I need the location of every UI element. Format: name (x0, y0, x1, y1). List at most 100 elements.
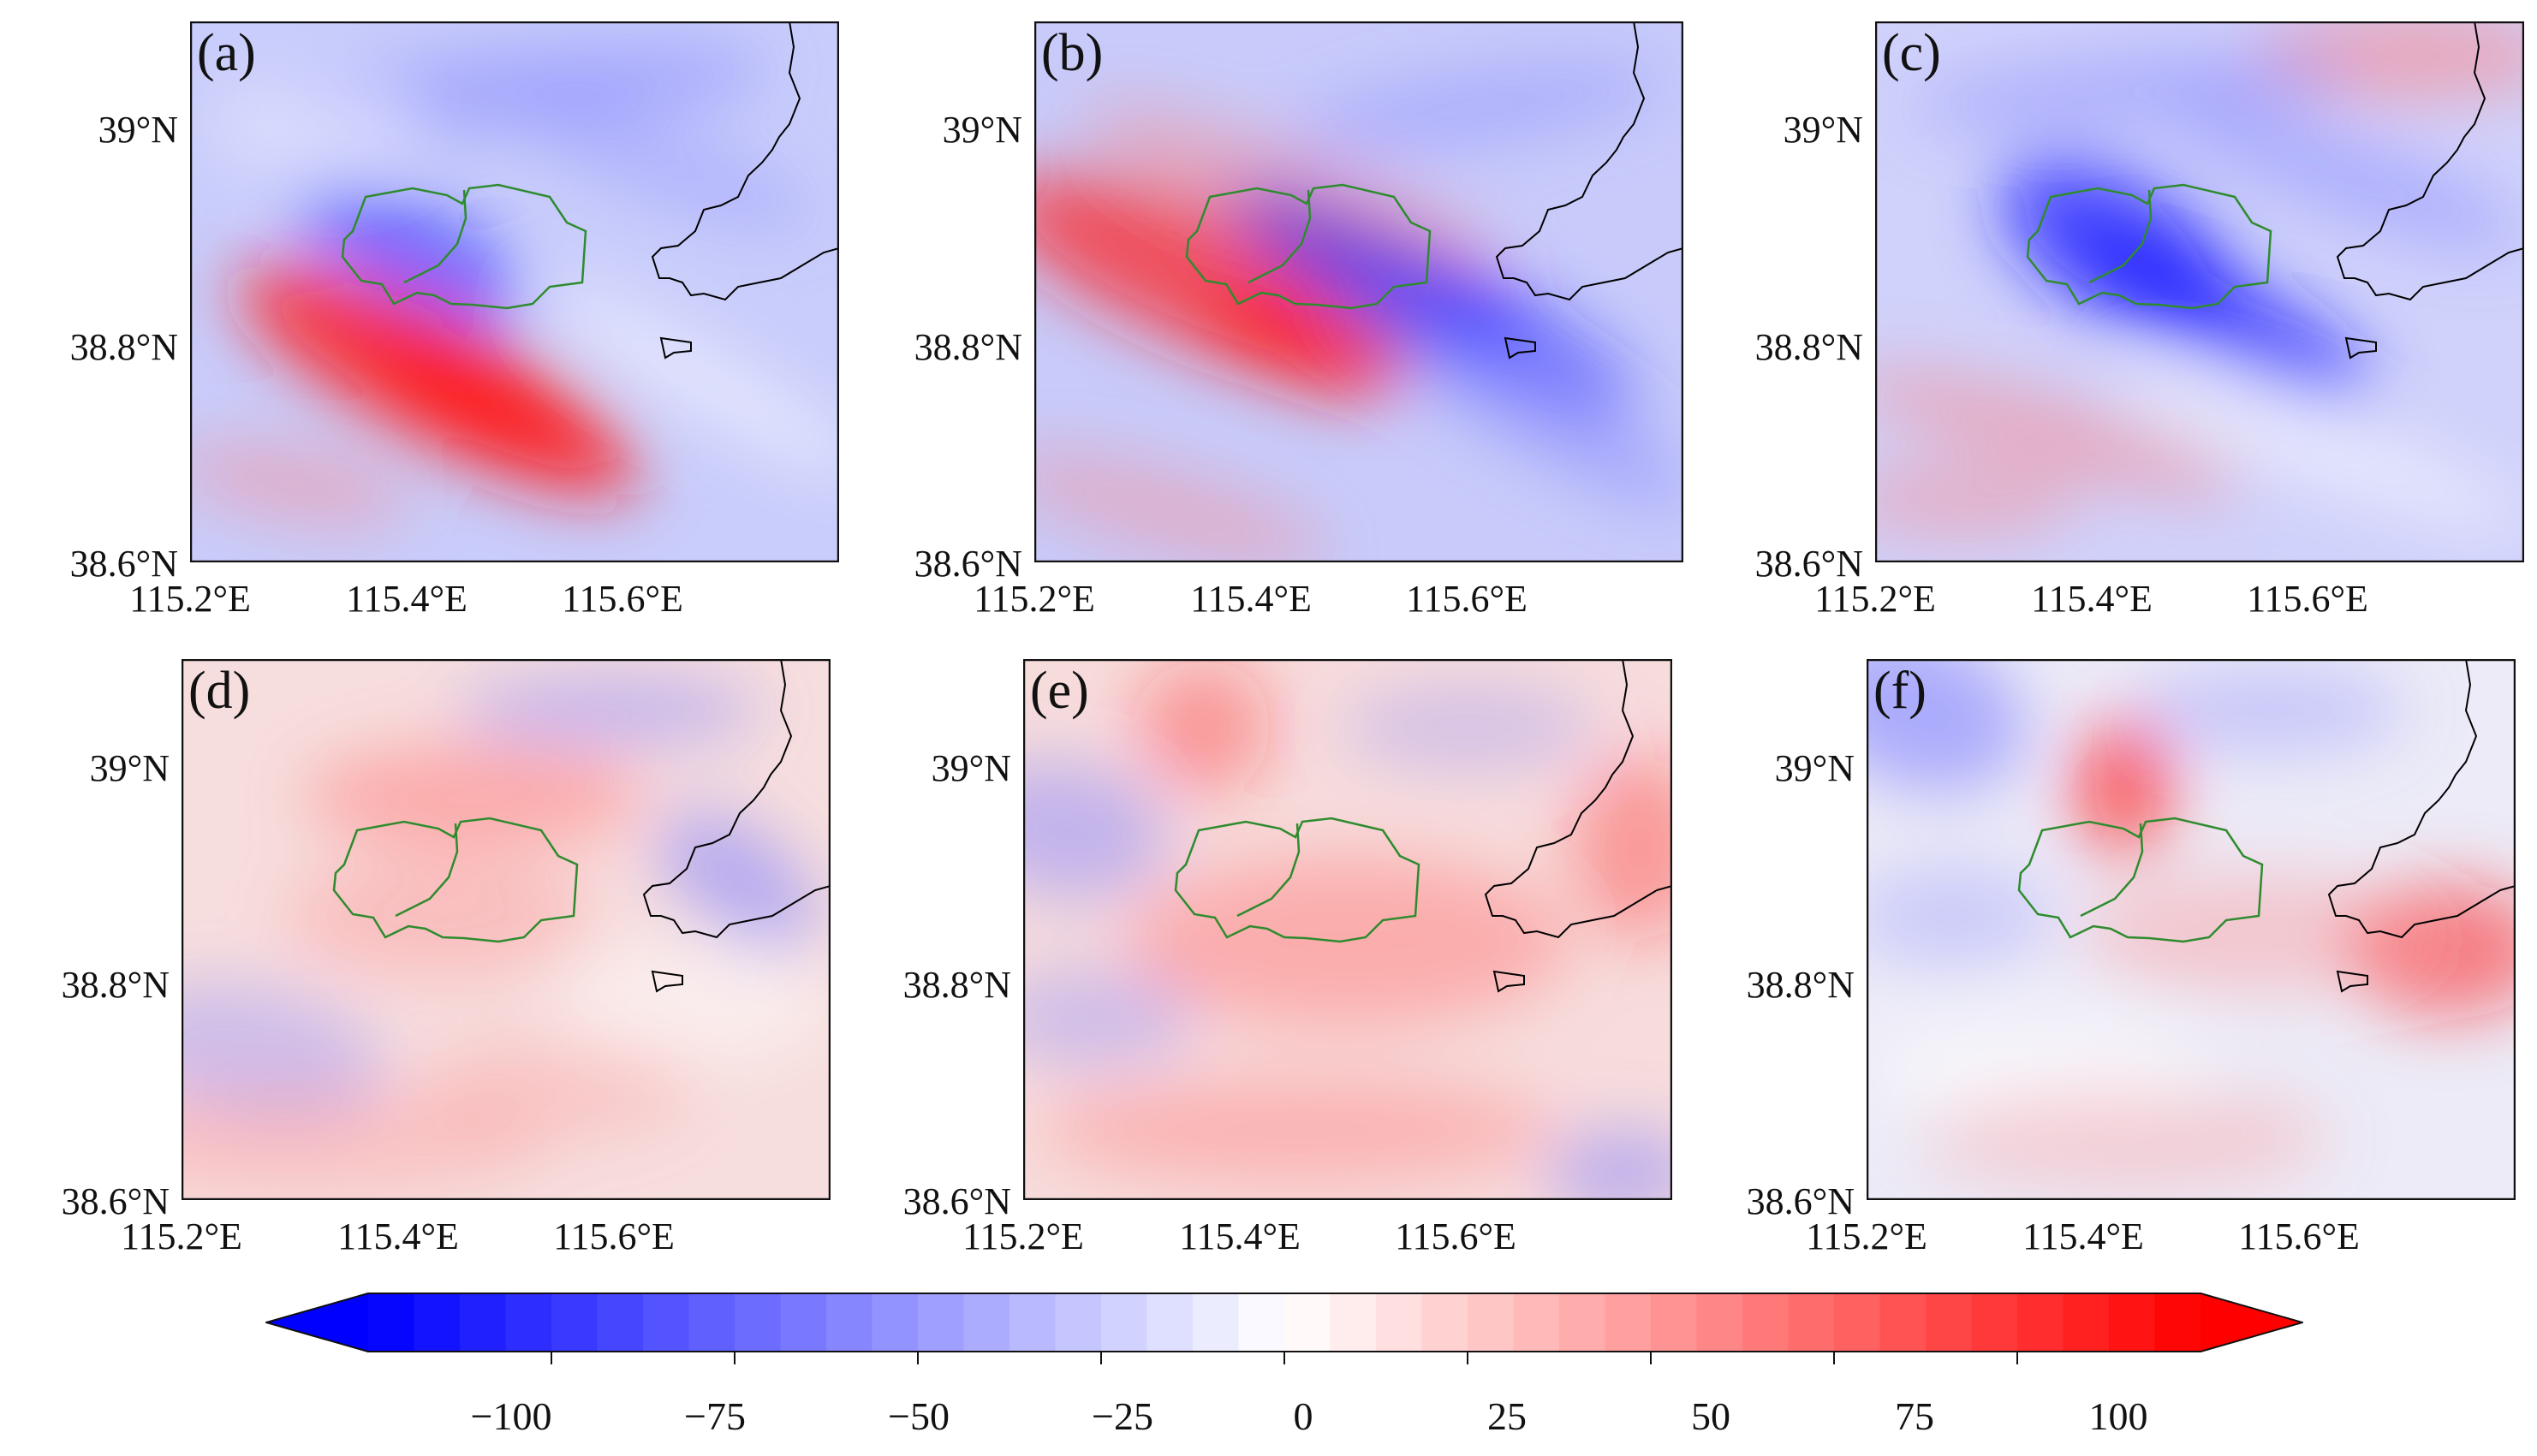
panel-f: (f) (1867, 659, 2516, 1200)
x-tick-label: 115.4°E (2022, 1215, 2144, 1257)
colorbar-step (2063, 1293, 2110, 1352)
colorbar-step (1513, 1293, 1560, 1352)
colorbar-tick-label: 100 (2088, 1394, 2148, 1438)
colorbar-step (1330, 1293, 1377, 1352)
y-tick-label: 39°N (1774, 747, 1855, 789)
map-frame (182, 659, 831, 1200)
anomaly-field (1034, 63, 1683, 562)
colorbar-step (1146, 1293, 1194, 1352)
district-boundary (1174, 817, 1420, 943)
anomaly-patch (216, 81, 421, 167)
panel-label: (f) (1873, 662, 1927, 720)
anomaly-patch (1875, 467, 2081, 535)
anomaly-patch (2064, 225, 2372, 400)
x-tick-label: 115.6°E (553, 1215, 675, 1257)
anomaly-patch (558, 942, 831, 1061)
anomaly-patch (1081, 106, 1501, 279)
x-tick-label: 115.4°E (346, 578, 467, 620)
colorbar-step (460, 1293, 507, 1352)
district-boundary (1185, 183, 1432, 310)
colorbar-step (1971, 1293, 2018, 1352)
anomaly-field (1023, 659, 1672, 1200)
y-tick-label: 39°N (942, 109, 1022, 151)
y-tick-label: 38.6°N (1754, 543, 1863, 585)
colorbar-step (872, 1293, 919, 1352)
x-tick-label: 115.2°E (129, 578, 251, 620)
province-border (2336, 21, 2524, 301)
colorbar-step (1651, 1293, 1698, 1352)
lake-outline (659, 336, 692, 360)
colorbar-step (780, 1293, 827, 1352)
anomaly-field (182, 676, 831, 1190)
anomaly-patch (1040, 1079, 1554, 1181)
colorbar-min-extend (265, 1293, 368, 1352)
colorbar-step (1055, 1293, 1102, 1352)
panel-label: (d) (188, 662, 251, 720)
colorbar-step (735, 1293, 782, 1352)
anomaly-patch (1545, 1130, 1672, 1200)
district-boundary (2026, 183, 2272, 310)
anomaly-patch (1875, 369, 2246, 496)
colorbar-tick-label: −50 (888, 1394, 950, 1438)
y-tick-label: 39°N (931, 747, 1011, 789)
lake-outline (651, 970, 683, 993)
colorbar-step (1788, 1293, 1835, 1352)
anomaly-field (190, 45, 839, 524)
panel-e: (e) (1023, 659, 1672, 1200)
colorbar-tick-mark (734, 1352, 735, 1364)
colorbar-step (1009, 1293, 1057, 1352)
district-divider (1236, 823, 1301, 918)
colorbar-step (1926, 1293, 1973, 1352)
panel-c: (c) (1875, 21, 2524, 562)
y-tick-label: 38.6°N (914, 543, 1022, 585)
anomaly-patch (2081, 873, 2423, 993)
colorbar-step (1193, 1293, 1240, 1352)
map-frame (1867, 659, 2516, 1200)
map-frame (1023, 659, 1672, 1200)
x-tick-label: 115.6°E (562, 578, 683, 620)
y-tick-label: 38.8°N (61, 964, 170, 1006)
colorbar-tick-label: 25 (1487, 1394, 1527, 1438)
x-tick-label: 115.6°E (2238, 1215, 2360, 1257)
panel-label: (b) (1041, 24, 1104, 82)
y-tick-label: 38.6°N (1746, 1180, 1855, 1222)
y-tick-label: 38.6°N (61, 1180, 170, 1222)
anomaly-patch (1571, 753, 1672, 942)
anomaly-field (1867, 659, 2516, 1190)
y-tick-label: 38.6°N (902, 1180, 1011, 1222)
colorbar-step (1101, 1293, 1148, 1352)
lake-outline (1492, 970, 1525, 993)
colorbar-tick-mark (1100, 1352, 1102, 1364)
colorbar-step (505, 1293, 552, 1352)
colorbar-tick-mark (1467, 1352, 1468, 1364)
anomaly-patch (296, 181, 529, 324)
region-boundaries (1174, 817, 1525, 993)
panel-a: (a) (190, 21, 839, 562)
x-tick-label: 115.2°E (974, 578, 1095, 620)
colorbar-step (1468, 1293, 1515, 1352)
colorbar-step (1559, 1293, 1606, 1352)
panel-label: (c) (1882, 24, 1941, 82)
region-boundaries (341, 183, 692, 360)
colorbar-step (1742, 1293, 1790, 1352)
map-frame (190, 21, 839, 562)
anomaly-patch (301, 745, 644, 847)
x-tick-label: 115.4°E (337, 1215, 459, 1257)
province-border (1495, 21, 1683, 301)
x-tick-label: 115.4°E (1190, 578, 1312, 620)
district-divider (403, 189, 467, 284)
colorbar-step (963, 1293, 1010, 1352)
colorbar-step (1696, 1293, 1743, 1352)
anomaly-patch (2168, 101, 2524, 250)
colorbar-step (2154, 1293, 2201, 1352)
region-boundaries (332, 817, 683, 993)
anomaly-field (1875, 21, 2524, 535)
anomaly-patch (2132, 668, 2406, 753)
x-tick-label: 115.2°E (962, 1215, 1084, 1257)
y-tick-label: 38.8°N (902, 964, 1011, 1006)
colorbar-tick-mark (2016, 1352, 2018, 1364)
colorbar-tick-label: 75 (1895, 1394, 1934, 1438)
y-tick-label: 39°N (98, 109, 178, 151)
y-tick-label: 39°N (89, 747, 170, 789)
anomaly-patch (1334, 289, 1683, 507)
